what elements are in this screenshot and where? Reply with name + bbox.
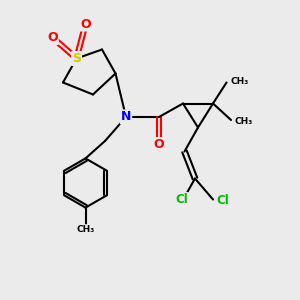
Text: O: O (154, 138, 164, 151)
Text: Cl: Cl (216, 194, 229, 208)
Text: N: N (121, 110, 131, 124)
Text: Cl: Cl (175, 193, 188, 206)
Text: O: O (80, 17, 91, 31)
Text: S: S (72, 52, 81, 65)
Text: CH₃: CH₃ (235, 117, 253, 126)
Text: O: O (47, 31, 58, 44)
Text: CH₃: CH₃ (230, 76, 248, 85)
Text: CH₃: CH₃ (76, 225, 94, 234)
